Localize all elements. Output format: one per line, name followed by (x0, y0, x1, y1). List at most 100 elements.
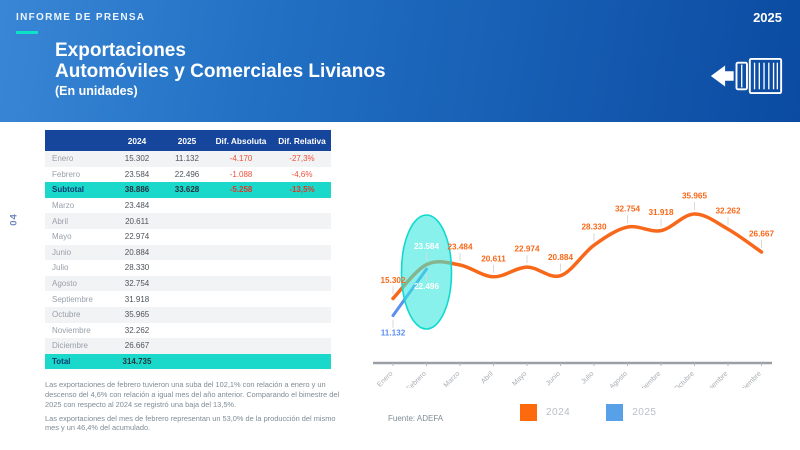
table-cell (165, 275, 209, 292)
table-cell (209, 213, 273, 229)
month-label: Octubre (673, 370, 696, 388)
page-title: Exportaciones Automóviles y Comerciales … (55, 40, 386, 98)
note-paragraph-1: Las exportaciones de febrero tuvieron un… (45, 380, 340, 409)
data-label: 23.584 (414, 242, 439, 251)
month-label: Mayo (511, 370, 528, 387)
table-cell: 20.611 (109, 213, 165, 229)
table-cell (273, 291, 331, 307)
table-cell: 22.496 (174, 169, 200, 179)
data-label: 23.484 (447, 243, 472, 252)
table-cell: -4.170 (209, 151, 273, 167)
column-header: 2024 (109, 130, 165, 151)
table-row: Total 314.735 (45, 353, 331, 370)
table-row: Agosto 32.754 (45, 275, 331, 292)
table-row: Subtotal 38.886 33.628 -5.258 -13,5% (45, 182, 331, 198)
table-cell (165, 260, 209, 276)
table-row: Abril 20.611 (45, 213, 331, 229)
table-cell (209, 275, 273, 292)
table-cell (209, 229, 273, 245)
table-cell (209, 353, 273, 370)
table-cell (165, 213, 209, 229)
legend-label: 2025 (632, 407, 657, 418)
table-cell: 23.484 (124, 201, 150, 211)
month-label: Febrero (406, 370, 428, 388)
accent-dash (16, 31, 38, 34)
table-cell: -5.258 (209, 182, 273, 198)
table-row: Mayo 22.974 (45, 229, 331, 245)
table-cell (165, 244, 209, 261)
table-cell: Septiembre (52, 294, 93, 304)
table-cell: 11.132 (165, 151, 209, 167)
truck-export-icon (708, 52, 784, 100)
legend-label: 2024 (546, 407, 571, 418)
table-cell: Marzo (52, 201, 75, 211)
table-cell: 33.628 (165, 182, 209, 198)
title-units: (En unidades) (55, 83, 138, 98)
table-header-row: 2024 2025 Dif. Absoluta Dif. Relativa (45, 130, 331, 151)
legend-item: 2025 (606, 404, 656, 421)
exports-line-chart: Enero Febrero Marzo Abril Mayo Junio Julio Agos… (373, 192, 774, 388)
table-row: Febrero 23.584 22.496 -1.088 -4,6% (45, 167, 331, 183)
table-cell (209, 198, 273, 214)
notes: Las exportaciones de febrero tuvieron un… (45, 380, 343, 437)
data-label: 28.330 (581, 223, 606, 232)
table-cell: -4,6% (291, 169, 313, 179)
table-cell: Abril (45, 213, 109, 229)
title-line2: Automóviles y Comerciales Livianos (55, 61, 386, 83)
table-row: Septiembre 31.918 (45, 291, 331, 307)
table-cell (165, 338, 209, 354)
table-row: Enero 15.302 11.132 -4.170 -27,3% (45, 151, 331, 167)
table-cell: Enero (45, 151, 109, 167)
table-cell: 31.918 (124, 294, 150, 304)
table-cell: 35.965 (109, 306, 165, 323)
table-cell (273, 323, 331, 339)
table-cell (273, 213, 331, 229)
data-label: 35.965 (682, 192, 707, 201)
table-cell: -13,5% (273, 182, 331, 198)
table-cell: 20.884 (109, 244, 165, 261)
table-cell (273, 353, 331, 370)
month-label: Marzo (443, 370, 462, 388)
table-cell (273, 229, 331, 245)
table-cell: Mayo (52, 232, 72, 242)
column-header: Dif. Relativa (273, 130, 331, 151)
table-cell: Julio (52, 263, 69, 273)
chart-legend: 2024 2025 (520, 404, 657, 421)
table-cell: 26.667 (109, 338, 165, 354)
table-cell: -1.088 (229, 169, 253, 179)
data-label: 32.262 (715, 207, 740, 216)
table-cell (273, 198, 331, 214)
table-cell: Agosto (45, 275, 109, 292)
data-label: 20.611 (481, 254, 506, 263)
table-cell: 32.262 (124, 325, 150, 335)
table-cell: 38.886 (109, 182, 165, 198)
table-row: Diciembre 26.667 (45, 338, 331, 354)
table-cell: Total (45, 353, 109, 370)
table-cell (209, 323, 273, 339)
table-row: Octubre 35.965 (45, 306, 331, 323)
data-label: 31.918 (648, 208, 673, 217)
month-label: Enero (376, 370, 394, 388)
table-cell (165, 229, 209, 245)
table-body: Enero 15.302 11.132 -4.170 -27,3% Febrero 23.5… (45, 151, 331, 370)
table-row: Noviembre 32.262 (45, 323, 331, 339)
month-label: Julio (580, 370, 595, 385)
data-label: 32.754 (615, 205, 640, 214)
table-cell (273, 244, 331, 261)
table-cell (209, 306, 273, 323)
table-cell: Subtotal (45, 182, 109, 198)
table-cell (209, 260, 273, 276)
header: INFORME DE PRENSA 2025 Exportaciones Aut… (0, 0, 800, 122)
february-highlight-ellipse (400, 214, 453, 330)
table-row: Marzo 23.484 (45, 198, 331, 214)
report-kicker: INFORME DE PRENSA (16, 12, 146, 23)
note-paragraph-2: Las exportaciones del mes de febrero rep… (45, 413, 336, 433)
table-cell: Octubre (45, 306, 109, 323)
table-cell: Diciembre (45, 338, 109, 354)
legend-swatch (520, 404, 537, 421)
legend-item: 2024 (520, 404, 570, 421)
data-label: 11.132 (381, 329, 406, 338)
table-cell (209, 338, 273, 354)
column-header: 2025 (165, 130, 209, 151)
table-cell (273, 338, 331, 354)
